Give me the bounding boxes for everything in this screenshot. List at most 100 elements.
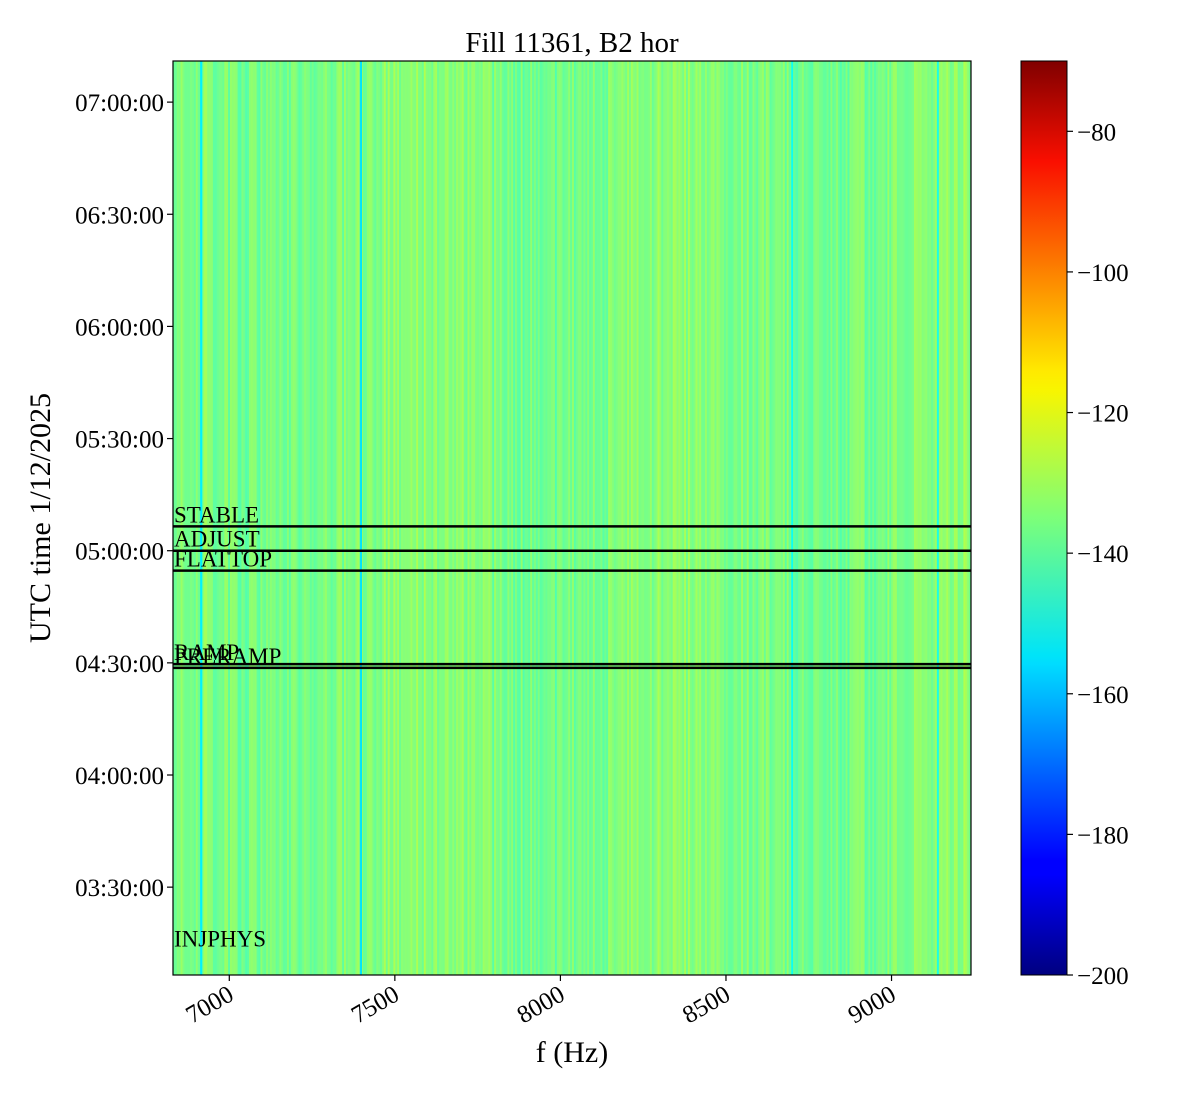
heatmap-bin xyxy=(591,61,594,975)
heatmap-bin xyxy=(944,61,947,975)
heatmap-bin xyxy=(727,61,731,975)
heatmap-bin xyxy=(245,61,248,975)
heatmap-bin xyxy=(927,61,930,975)
heatmap-bin xyxy=(275,61,279,975)
heatmap-bin xyxy=(368,61,372,975)
colorbar-tick-label: −160 xyxy=(1077,682,1129,709)
heatmap-bin xyxy=(482,61,486,975)
heatmap-bin xyxy=(923,61,926,975)
heatmap-bin xyxy=(646,61,649,975)
heatmap-bin xyxy=(718,61,721,975)
heatmap-bin xyxy=(190,61,193,975)
heatmap-bin xyxy=(197,61,201,975)
heatmap-bin xyxy=(334,61,337,975)
heatmap-bin xyxy=(385,61,389,975)
heatmap-bin xyxy=(594,61,598,975)
heatmap-bin xyxy=(798,61,801,975)
heatmap-bin xyxy=(872,61,875,975)
heatmap-bin xyxy=(378,61,381,975)
heatmap-bin xyxy=(870,61,873,975)
heatmap-bin xyxy=(807,61,811,975)
heatmap-bin xyxy=(836,61,839,975)
heatmap-bin xyxy=(581,61,584,975)
heatmap-bin xyxy=(649,61,653,975)
heatmap-bin xyxy=(638,61,641,975)
heatmap-bin xyxy=(851,61,854,975)
heatmap-bin xyxy=(811,61,814,975)
spectral-line xyxy=(791,61,794,975)
y-tick-label: 04:30:00 xyxy=(75,651,164,678)
heatmap-bin xyxy=(230,61,233,975)
heatmap-bin xyxy=(351,61,355,975)
heatmap-bin xyxy=(820,61,824,975)
heatmap-bin xyxy=(817,61,820,975)
colorbar-tick-label: −200 xyxy=(1077,963,1129,990)
heatmap-bin xyxy=(948,61,951,975)
heatmap-bin xyxy=(691,61,695,975)
colorbar-tick-label: −140 xyxy=(1077,541,1129,568)
heatmap-bin xyxy=(414,61,417,975)
heatmap-bin xyxy=(309,61,313,975)
heatmap-bin xyxy=(501,61,505,975)
heatmap-bin xyxy=(760,61,763,975)
heatmap-bin xyxy=(773,61,776,975)
heatmap-bin xyxy=(640,61,643,975)
heatmap-bin xyxy=(898,61,902,975)
heatmap-bin xyxy=(496,61,499,975)
heatmap-bin xyxy=(891,61,894,975)
heatmap-bin xyxy=(478,61,482,975)
heatmap-bin xyxy=(473,61,476,975)
heatmap-bin xyxy=(366,61,370,975)
colorbar-tick-label: −180 xyxy=(1077,822,1129,849)
heatmap-bin xyxy=(454,61,457,975)
heatmap-bin xyxy=(494,61,497,975)
heatmap-bin xyxy=(551,61,554,975)
heatmap-bin xyxy=(513,61,516,975)
heatmap-bin xyxy=(549,61,552,975)
y-tick-label: 06:00:00 xyxy=(75,314,164,341)
heatmap-bin xyxy=(667,61,670,975)
heatmap-bin xyxy=(822,61,826,975)
heatmap-bin xyxy=(475,61,478,975)
heatmap-bin xyxy=(463,61,467,975)
heatmap-bin xyxy=(328,61,332,975)
heatmap-bin xyxy=(853,61,856,975)
colorbar-axis: −200 −180 −160 −140 −120 −100 −80 xyxy=(1067,119,1129,990)
heatmap-bin xyxy=(306,61,309,975)
heatmap-bin xyxy=(216,61,220,975)
heatmap-bin xyxy=(416,61,419,975)
heatmap-bin xyxy=(264,61,267,975)
heatmap-bin xyxy=(615,61,619,975)
heatmap-bin xyxy=(226,61,229,975)
spectral-line xyxy=(200,61,203,975)
heatmap-bin xyxy=(497,61,501,975)
heatmap-bin xyxy=(437,61,440,975)
heatmap-bin xyxy=(706,61,710,975)
heatmap-bin xyxy=(239,61,242,975)
heatmap-bin xyxy=(644,61,647,975)
heatmap-bin xyxy=(611,61,615,975)
heatmap-bin xyxy=(794,61,797,975)
heatmap-bin xyxy=(192,61,195,975)
heatmap-bin xyxy=(629,61,632,975)
heatmap-bin xyxy=(273,61,277,975)
heatmap-bin xyxy=(209,61,212,975)
heatmap-bin xyxy=(896,61,900,975)
heatmap-bin xyxy=(847,61,850,975)
heatmap-bin xyxy=(235,61,239,975)
heatmap-bin xyxy=(271,61,275,975)
heatmap-bin xyxy=(458,61,461,975)
heatmap-bin xyxy=(942,61,945,975)
heatmap-bin xyxy=(701,61,704,975)
heatmap-bin xyxy=(917,61,921,975)
heatmap-bin xyxy=(486,61,489,975)
heatmap-bin xyxy=(247,61,250,975)
heatmap-bin xyxy=(963,61,966,975)
heatmap-bin xyxy=(934,61,938,975)
heatmap-bin xyxy=(931,61,934,975)
heatmap-bin xyxy=(323,61,326,975)
heatmap-bin xyxy=(222,61,225,975)
heatmap-bin xyxy=(699,61,702,975)
heatmap-bin xyxy=(834,61,837,975)
heatmap-bin xyxy=(868,61,871,975)
